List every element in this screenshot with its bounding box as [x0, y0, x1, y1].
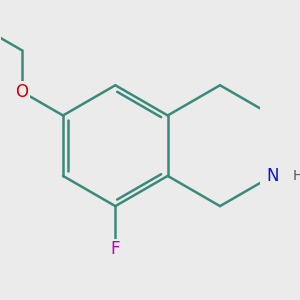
Text: N: N — [266, 167, 279, 185]
Text: H: H — [293, 169, 300, 183]
Text: O: O — [15, 83, 28, 101]
Text: F: F — [111, 240, 120, 258]
